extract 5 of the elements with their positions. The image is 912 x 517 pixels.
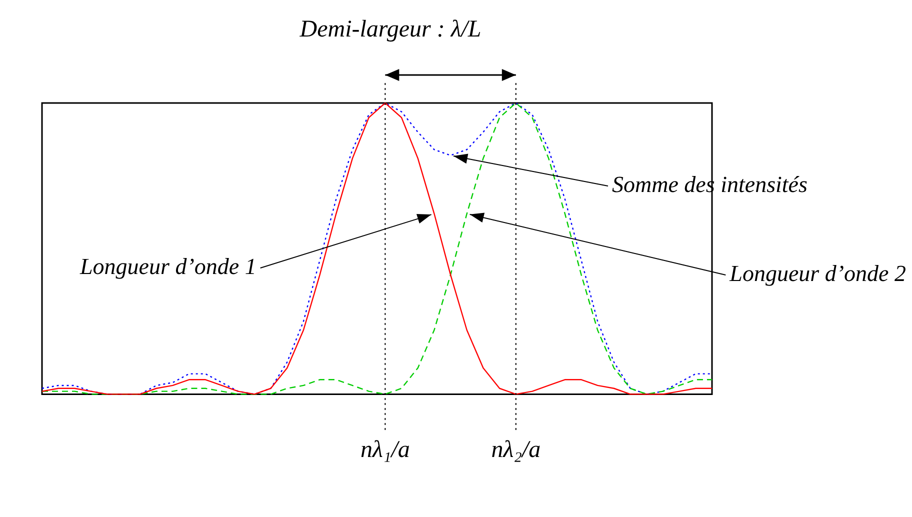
text: Longueur d’onde 2 bbox=[728, 261, 906, 286]
x-tick-label: nλ₁/a bbox=[360, 436, 410, 463]
text: Longueur d’onde 1 bbox=[79, 254, 256, 280]
x-tick-label: nλ₂/a bbox=[491, 436, 541, 463]
chart-title: Demi-largeur : λ/L bbox=[298, 16, 482, 42]
